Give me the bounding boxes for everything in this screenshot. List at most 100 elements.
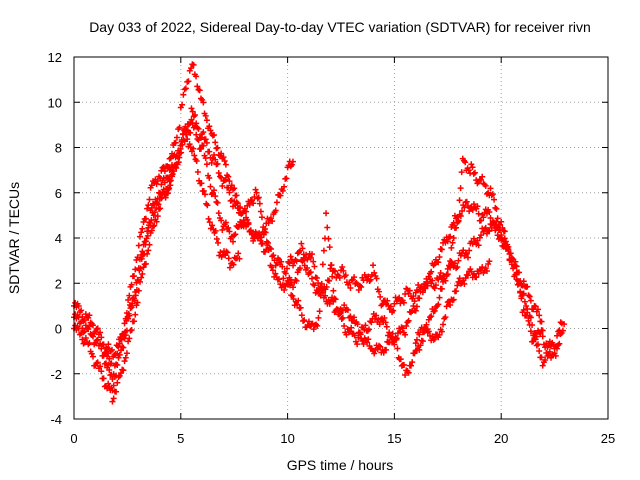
data-point — [166, 167, 173, 174]
data-point — [345, 329, 352, 336]
data-point — [225, 224, 232, 231]
data-point — [197, 134, 204, 141]
data-point — [161, 168, 168, 175]
data-point — [162, 194, 169, 201]
data-point — [220, 154, 227, 161]
data-point — [440, 321, 447, 328]
data-point — [226, 178, 233, 185]
data-point — [142, 260, 149, 267]
data-point — [287, 253, 294, 260]
data-point — [202, 112, 209, 119]
data-point — [358, 283, 365, 290]
data-point — [283, 265, 290, 272]
chart-title: Day 033 of 2022, Sidereal Day-to-day VTE… — [89, 19, 591, 35]
data-point — [164, 174, 171, 181]
series-track-5 — [284, 210, 493, 379]
data-point — [453, 265, 460, 272]
data-point — [98, 368, 105, 375]
data-point — [179, 141, 186, 148]
data-point — [406, 287, 413, 294]
data-point — [267, 215, 274, 222]
data-point — [167, 182, 174, 189]
data-point — [138, 229, 145, 236]
data-point — [353, 280, 360, 287]
data-point — [218, 174, 225, 181]
data-point — [557, 319, 564, 326]
data-point — [232, 231, 239, 238]
data-point — [299, 258, 306, 265]
data-point — [461, 281, 468, 288]
data-point — [203, 139, 210, 146]
data-point — [397, 356, 404, 363]
data-point — [468, 161, 475, 168]
data-point — [416, 295, 423, 302]
data-point — [479, 264, 486, 271]
data-point — [447, 302, 454, 309]
data-point — [192, 112, 199, 119]
data-point — [222, 219, 229, 226]
y-tick-label: 6 — [55, 186, 62, 201]
data-point — [523, 302, 530, 309]
data-point — [214, 160, 221, 167]
data-point — [554, 332, 561, 339]
data-point — [206, 174, 213, 181]
data-point — [128, 327, 135, 334]
data-point — [282, 270, 289, 277]
data-point — [419, 338, 426, 345]
data-point — [486, 208, 493, 215]
data-point — [431, 285, 438, 292]
data-point — [453, 288, 460, 295]
data-point — [128, 281, 135, 288]
data-point — [558, 320, 565, 327]
data-point — [339, 263, 346, 270]
data-point — [233, 199, 240, 206]
series-track-6 — [412, 155, 565, 369]
data-point — [478, 217, 485, 224]
data-point — [211, 132, 218, 139]
data-point — [121, 332, 128, 339]
data-point — [139, 270, 146, 277]
data-point — [135, 242, 142, 249]
data-point — [456, 197, 463, 204]
data-point — [112, 350, 119, 357]
data-point — [195, 86, 202, 93]
data-point — [489, 191, 496, 198]
data-point — [454, 263, 461, 270]
data-point — [118, 336, 125, 343]
data-point — [222, 176, 229, 183]
data-point — [492, 204, 499, 211]
data-point — [307, 254, 314, 261]
data-point — [89, 353, 96, 360]
plot-frame — [73, 56, 609, 420]
data-point — [124, 313, 131, 320]
data-point — [387, 303, 394, 310]
data-point — [454, 282, 461, 289]
data-point — [75, 302, 82, 309]
data-point — [246, 201, 253, 208]
data-point — [448, 244, 455, 251]
data-point — [123, 317, 130, 324]
data-point — [138, 274, 145, 281]
data-point — [449, 239, 456, 246]
data-point — [462, 159, 469, 166]
data-point — [193, 73, 200, 80]
data-point — [400, 299, 407, 306]
data-point — [237, 210, 244, 217]
data-point — [475, 242, 482, 249]
data-point — [307, 269, 314, 276]
y-tick-label: 0 — [55, 322, 62, 337]
x-axis-label: GPS time / hours — [287, 457, 394, 473]
data-point — [332, 268, 339, 275]
data-point — [137, 265, 144, 272]
data-point — [402, 372, 409, 379]
data-point — [327, 262, 334, 269]
data-point — [435, 259, 442, 266]
data-point — [78, 307, 85, 314]
data-point — [206, 219, 213, 226]
data-point — [280, 275, 287, 282]
data-point — [88, 350, 95, 357]
data-point — [193, 157, 200, 164]
data-point — [134, 299, 141, 306]
